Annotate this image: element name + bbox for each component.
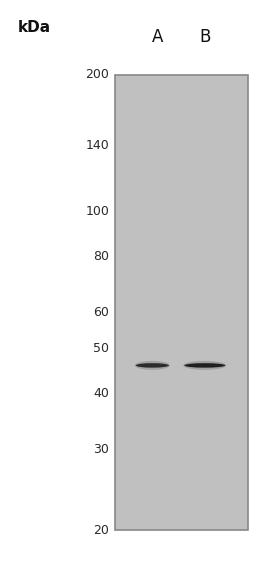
Text: A: A	[152, 28, 163, 46]
Bar	[115, 75, 248, 530]
Text: 30: 30	[93, 444, 109, 457]
Ellipse shape	[184, 363, 225, 368]
Text: 60: 60	[93, 306, 109, 319]
Text: 50: 50	[93, 342, 109, 355]
Ellipse shape	[183, 361, 226, 370]
Text: kDa: kDa	[18, 20, 51, 35]
Ellipse shape	[136, 363, 169, 368]
Text: 100: 100	[85, 205, 109, 218]
Text: 40: 40	[93, 387, 109, 400]
Text: B: B	[199, 28, 210, 46]
Text: 80: 80	[93, 249, 109, 262]
Text: 200: 200	[85, 69, 109, 82]
Ellipse shape	[135, 361, 170, 370]
Text: 20: 20	[93, 524, 109, 537]
Text: 140: 140	[86, 139, 109, 152]
